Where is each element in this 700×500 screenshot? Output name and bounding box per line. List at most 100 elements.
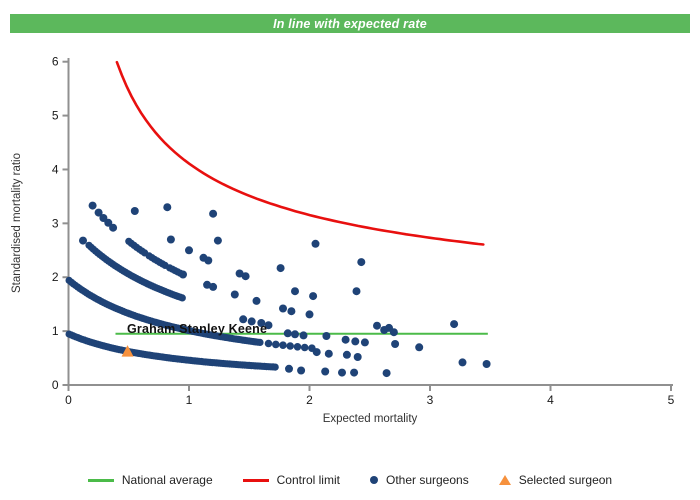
x-axis-tick-label: 1 — [186, 393, 193, 407]
surgeon-dot[interactable] — [104, 218, 113, 227]
surgeon-dot[interactable] — [357, 258, 366, 267]
surgeon-dot[interactable] — [279, 341, 287, 350]
x-axis-tick-label: 3 — [427, 393, 434, 407]
status-banner: In line with expected rate — [10, 14, 690, 33]
y-axis-title: Standardised mortality ratio — [11, 153, 23, 293]
other-surgeons-dot-swatch — [369, 476, 378, 484]
surgeon-dot[interactable] — [264, 339, 273, 348]
surgeon-dot[interactable] — [322, 332, 331, 340]
surgeon-dot[interactable] — [203, 280, 212, 289]
surgeon-dot[interactable] — [230, 290, 239, 299]
surgeon-dot[interactable] — [130, 207, 139, 215]
surgeon-dot[interactable] — [450, 320, 459, 329]
surgeon-dot[interactable] — [341, 335, 350, 344]
surgeon-dot[interactable] — [287, 307, 296, 316]
surgeon-dot[interactable] — [109, 223, 118, 232]
surgeon-dot[interactable] — [351, 337, 360, 346]
y-axis-tick-label: 3 — [52, 216, 59, 230]
surgeon-dot[interactable] — [166, 235, 175, 244]
x-axis-tick-label: 2 — [306, 393, 313, 407]
surgeon-dot[interactable] — [163, 203, 172, 212]
national-average-line-swatch — [87, 478, 114, 482]
surgeon-dot[interactable] — [380, 326, 389, 334]
surgeon-dot[interactable] — [279, 304, 287, 313]
surgeon-dot[interactable] — [382, 369, 391, 378]
control-limit-line-swatch — [242, 478, 269, 482]
surgeon-dot[interactable] — [99, 214, 108, 222]
surgeon-dot[interactable] — [179, 270, 187, 279]
surgeon-dot[interactable] — [209, 282, 218, 291]
surgeon-dot[interactable] — [299, 331, 308, 340]
surgeon-dot[interactable] — [213, 236, 222, 245]
surgeon-dot[interactable] — [352, 287, 361, 296]
surgeon-dot[interactable] — [272, 340, 280, 349]
surgeon-dot[interactable] — [271, 363, 279, 371]
legend-label: Selected surgeon — [518, 473, 613, 487]
legend-label: National average — [121, 473, 213, 487]
surgeon-dot[interactable] — [291, 287, 299, 296]
y-axis-tick-label: 2 — [52, 270, 59, 284]
surgeon-dot[interactable] — [297, 366, 306, 375]
y-axis-tick-label: 4 — [52, 162, 59, 176]
x-axis-title: Expected mortality — [322, 413, 418, 425]
surgeon-dot[interactable] — [342, 350, 351, 359]
surgeon-dot[interactable] — [264, 321, 273, 330]
y-axis-tick-label: 1 — [52, 324, 59, 338]
surgeon-dot[interactable] — [321, 367, 330, 376]
legend-label: Other surgeons — [385, 473, 469, 487]
surgeon-dot[interactable] — [350, 368, 359, 377]
selected-surgeon-triangle-swatch — [498, 475, 511, 485]
surgeon-dot[interactable] — [241, 272, 250, 281]
x-axis-tick-label: 5 — [668, 393, 675, 407]
surgeon-dot[interactable] — [309, 292, 318, 301]
surgeon-dot[interactable] — [285, 364, 293, 373]
selected-surgeon-marker[interactable] — [121, 345, 134, 357]
surgeon-dot[interactable] — [312, 348, 321, 357]
legend-item-national-average: National average — [87, 473, 213, 487]
surgeon-dot[interactable] — [338, 368, 346, 377]
surgeon-dot[interactable] — [458, 358, 467, 367]
legend-item-control-limit: Control limit — [242, 473, 340, 487]
surgeon-dot[interactable] — [209, 209, 218, 218]
surgeon-dot[interactable] — [235, 269, 244, 278]
surgeon-dot[interactable] — [300, 343, 309, 352]
selected-surgeon-label: Graham Stanley Keene — [127, 322, 268, 336]
surgeon-dot[interactable] — [482, 360, 491, 368]
surgeon-dot[interactable] — [353, 353, 362, 361]
surgeon-dot[interactable] — [373, 321, 381, 330]
surgeon-dot[interactable] — [88, 201, 97, 210]
surgeon-dot[interactable] — [257, 319, 266, 327]
surgeon-dot[interactable] — [79, 236, 87, 245]
surgeon-dot[interactable] — [94, 208, 103, 217]
surgeon-dot[interactable] — [389, 328, 398, 337]
y-axis-tick-label: 0 — [52, 378, 59, 392]
surgeon-dot[interactable] — [286, 342, 295, 350]
y-axis-tick-label: 5 — [52, 109, 59, 123]
surgeon-dot[interactable] — [415, 343, 424, 352]
legend-item-other-surgeons: Other surgeons — [369, 473, 469, 487]
surgeon-dot[interactable] — [256, 338, 264, 346]
surgeon-dot[interactable] — [305, 310, 314, 319]
surgeon-dot[interactable] — [311, 239, 320, 248]
surgeon-dot[interactable] — [247, 317, 256, 326]
legend: National average Control limit Other sur… — [0, 470, 700, 490]
surgeon-dot[interactable] — [178, 294, 186, 302]
x-axis-tick-label: 0 — [65, 393, 72, 407]
surgeon-dot[interactable] — [252, 296, 261, 305]
surgeon-dot[interactable] — [204, 256, 213, 265]
y-axis-tick-label: 6 — [52, 55, 59, 69]
surgeon-dot[interactable] — [324, 349, 333, 358]
surgeon-dot[interactable] — [391, 340, 400, 348]
surgeon-dot[interactable] — [185, 246, 193, 255]
surgeon-dot[interactable] — [291, 330, 299, 339]
control-limit-curve — [115, 60, 485, 246]
legend-label: Control limit — [276, 473, 340, 487]
surgeon-dot[interactable] — [239, 315, 248, 324]
surgeon-dot[interactable] — [293, 343, 302, 351]
status-banner-text: In line with expected rate — [273, 16, 427, 31]
surgeon-dot[interactable] — [276, 264, 285, 273]
surgeon-dot[interactable] — [360, 338, 369, 347]
surgeon-dot[interactable] — [283, 329, 292, 338]
